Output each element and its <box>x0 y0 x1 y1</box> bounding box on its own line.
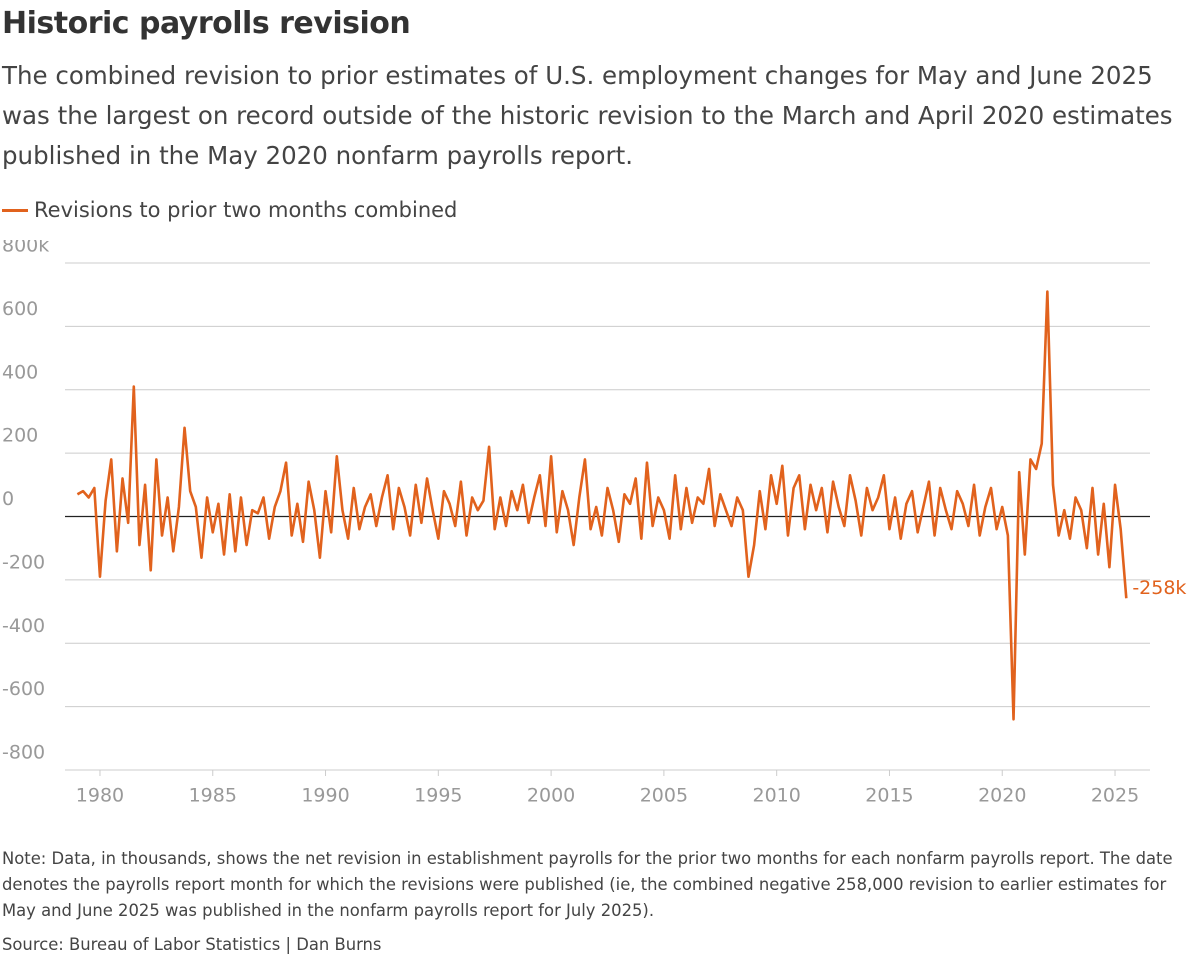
x-tick-label: 1995 <box>414 785 462 807</box>
legend-swatch <box>2 208 28 212</box>
y-tick-label: 200 <box>2 425 38 447</box>
y-tick-label: 0 <box>2 488 14 510</box>
legend-label: Revisions to prior two months combined <box>34 198 458 222</box>
x-tick-label: 1990 <box>301 785 349 807</box>
note: Note: Data, in thousands, shows the net … <box>2 849 1173 920</box>
y-tick-label: -600 <box>2 678 45 700</box>
chart-title: Historic payrolls revision <box>2 6 411 41</box>
y-tick-label: -800 <box>2 742 45 764</box>
y-tick-label: -200 <box>2 551 45 573</box>
y-tick-label: 800k <box>2 240 49 257</box>
x-tick-label: 1980 <box>76 785 124 807</box>
x-tick-label: 2005 <box>640 785 688 807</box>
series-line <box>76 290 1128 721</box>
y-tick-label: 400 <box>2 361 38 383</box>
y-tick-label: -400 <box>2 615 45 637</box>
x-tick-label: 2015 <box>865 785 913 807</box>
y-tick-label: 600 <box>2 298 38 320</box>
x-tick-label: 2025 <box>1091 785 1139 807</box>
x-tick-label: 1985 <box>189 785 237 807</box>
x-tick-label: 2010 <box>752 785 800 807</box>
legend: Revisions to prior two months combined <box>2 198 457 222</box>
chart-subtitle: The combined revision to prior estimates… <box>2 61 1173 170</box>
end-label: -258k <box>1132 577 1186 599</box>
x-tick-label: 2020 <box>978 785 1026 807</box>
source: Source: Bureau of Labor Statistics | Dan… <box>2 935 382 954</box>
x-tick-label: 2000 <box>527 785 575 807</box>
